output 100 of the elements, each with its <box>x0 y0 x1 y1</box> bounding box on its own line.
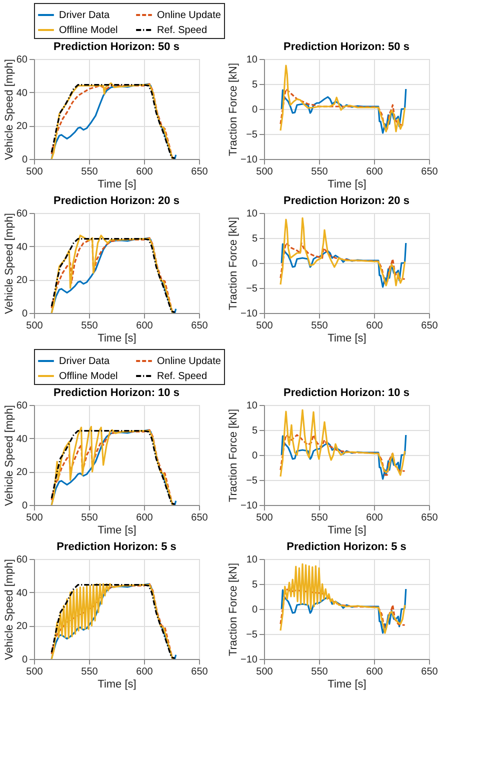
y-tick-label: 5 <box>252 580 258 590</box>
x-axis-title: Time [s] <box>328 178 366 190</box>
x-axis-title: Time [s] <box>98 178 136 190</box>
chart-title: Prediction Horizon: 50 s <box>54 41 180 53</box>
chart-title: Prediction Horizon: 10 s <box>284 387 410 399</box>
x-tick-label: 550 <box>81 512 98 524</box>
y-axis-title: Traction Force [kN] <box>228 408 240 502</box>
x-tick-label: 650 <box>191 320 208 332</box>
x-tick-label: 600 <box>366 166 384 178</box>
y-tick-label: 0 <box>252 604 258 616</box>
legend-label: Driver Data <box>59 10 110 21</box>
x-tick-label: 600 <box>136 166 154 178</box>
x-tick-label: 500 <box>256 320 274 332</box>
x-tick-label: 500 <box>256 166 274 178</box>
y-axis-title: Traction Force [kN] <box>228 216 240 310</box>
x-tick-label: 500 <box>26 512 44 524</box>
y-axis-title: Traction Force [kN] <box>228 562 240 656</box>
x-tick-label: 500 <box>26 320 44 332</box>
y-tick-label: −5 <box>246 284 258 294</box>
x-tick-label: 550 <box>311 166 328 178</box>
x-tick-label: 500 <box>26 166 44 178</box>
y-tick-label: 10 <box>246 554 258 566</box>
x-tick-label: 600 <box>136 320 154 332</box>
legend-label: Online Update <box>157 10 222 21</box>
y-axis-title: Vehicle Speed [mph] <box>3 405 16 506</box>
y-tick-label: 10 <box>246 54 258 66</box>
y-tick-label: 20 <box>16 121 28 132</box>
x-tick-label: 650 <box>421 320 438 332</box>
x-tick-label: 500 <box>256 512 274 524</box>
chart-title: Prediction Horizon: 20 s <box>284 195 410 207</box>
y-tick-label: 20 <box>16 621 28 632</box>
line-series <box>280 217 406 286</box>
x-tick-label: 500 <box>256 666 274 678</box>
x-axis-title: Time [s] <box>98 332 136 344</box>
x-tick-label: 650 <box>421 666 438 678</box>
y-tick-label: −10 <box>240 154 258 166</box>
x-tick-label: 650 <box>191 666 208 678</box>
x-tick-label: 650 <box>191 166 208 178</box>
y-tick-label: 40 <box>16 434 28 445</box>
y-tick-label: 5 <box>252 234 258 244</box>
y-tick-label: 0 <box>252 450 258 462</box>
x-tick-label: 550 <box>81 666 98 678</box>
x-tick-label: 600 <box>136 666 154 678</box>
y-tick-label: 60 <box>16 400 28 412</box>
y-axis-title: Vehicle Speed [mph] <box>3 59 16 160</box>
x-tick-label: 550 <box>81 320 98 332</box>
x-tick-label: 500 <box>26 666 44 678</box>
line-series <box>280 64 406 132</box>
y-tick-label: −10 <box>240 308 258 320</box>
y-tick-label: 0 <box>252 258 258 270</box>
legend-label: Ref. Speed <box>157 371 208 382</box>
y-axis-title: Vehicle Speed [mph] <box>3 213 16 314</box>
y-tick-label: −5 <box>246 476 258 486</box>
legend-label: Offline Model <box>59 371 118 382</box>
chart-title: Prediction Horizon: 5 s <box>56 541 176 553</box>
x-tick-label: 550 <box>311 666 328 678</box>
x-tick-label: 600 <box>366 320 384 332</box>
chart-title: Prediction Horizon: 5 s <box>286 541 406 553</box>
y-tick-label: −5 <box>246 630 258 640</box>
y-tick-label: 40 <box>16 588 28 599</box>
x-tick-label: 550 <box>81 166 98 178</box>
x-axis-title: Time [s] <box>98 678 136 690</box>
y-tick-label: −5 <box>246 130 258 140</box>
x-axis-title: Time [s] <box>328 524 366 536</box>
legend-label: Offline Model <box>59 25 118 36</box>
y-tick-label: −10 <box>240 654 258 666</box>
legend-label: Online Update <box>157 356 222 367</box>
y-tick-label: 40 <box>16 88 28 99</box>
y-tick-label: 5 <box>252 80 258 90</box>
y-tick-label: 20 <box>16 467 28 478</box>
y-axis-title: Traction Force [kN] <box>228 62 240 156</box>
y-tick-label: −10 <box>240 500 258 512</box>
line-series <box>280 409 406 478</box>
x-axis-title: Time [s] <box>98 524 136 536</box>
y-tick-label: 0 <box>22 308 28 320</box>
x-tick-label: 650 <box>191 512 208 524</box>
y-tick-label: 60 <box>16 554 28 566</box>
y-tick-label: 40 <box>16 242 28 253</box>
y-tick-label: 10 <box>246 400 258 412</box>
y-tick-label: 20 <box>16 275 28 286</box>
legend-label: Ref. Speed <box>157 25 208 36</box>
x-tick-label: 650 <box>421 166 438 178</box>
chart-title: Prediction Horizon: 10 s <box>54 387 180 399</box>
x-tick-label: 600 <box>366 512 384 524</box>
y-axis-title: Vehicle Speed [mph] <box>3 559 16 660</box>
y-tick-label: 0 <box>22 154 28 166</box>
y-tick-label: 0 <box>22 654 28 666</box>
x-tick-label: 550 <box>311 320 328 332</box>
x-axis-title: Time [s] <box>328 332 366 344</box>
chart-title: Prediction Horizon: 20 s <box>54 195 180 207</box>
y-tick-label: 10 <box>246 208 258 220</box>
x-axis-title: Time [s] <box>328 678 366 690</box>
y-tick-label: 0 <box>22 500 28 512</box>
line-series <box>280 563 406 634</box>
y-tick-label: 5 <box>252 426 258 436</box>
x-tick-label: 600 <box>136 512 154 524</box>
y-tick-label: 60 <box>16 208 28 220</box>
x-tick-label: 600 <box>366 666 384 678</box>
x-tick-label: 550 <box>311 512 328 524</box>
y-tick-label: 0 <box>252 104 258 116</box>
